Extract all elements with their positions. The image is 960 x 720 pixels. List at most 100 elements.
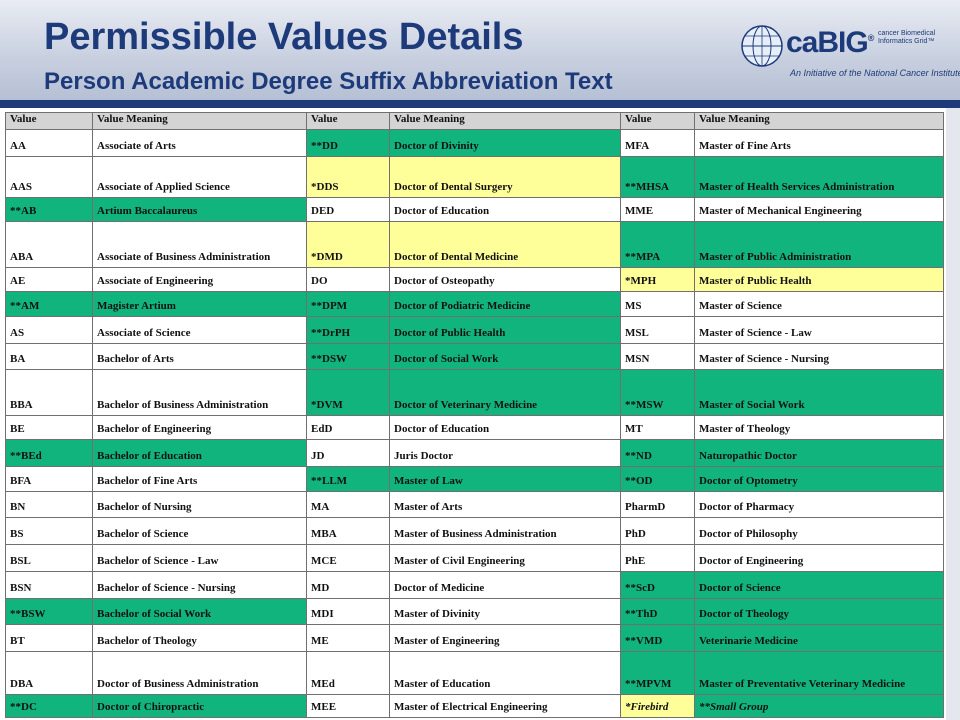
value-cell: MSN	[620, 342, 695, 371]
value-meaning-cell: Doctor of Pharmacy	[694, 490, 944, 519]
value-meaning-cell: Master of Electrical Engineering	[389, 694, 621, 718]
value-meaning-cell: Magister Artium	[92, 291, 307, 318]
value-cell: **BSW	[5, 597, 93, 626]
value-cell: AE	[5, 266, 93, 293]
table-row: ABA Associate of Business Administration *…	[5, 221, 944, 268]
table-row: AE Associate of Engineering DO Doctor of Os…	[5, 266, 944, 293]
value-meaning-cell: Doctor of Podiatric Medicine	[389, 291, 621, 318]
value-meaning-cell: Bachelor of Social Work	[92, 597, 307, 626]
value-meaning-cell: Master of Education	[389, 651, 621, 696]
value-cell: EdD	[306, 414, 390, 441]
value-meaning-cell: Bachelor of Science - Law	[92, 544, 307, 572]
value-meaning-cell: Doctor of Theology	[694, 597, 944, 626]
header-banner: Permissible Values Details Person Academ…	[0, 0, 960, 108]
value-cell: MEE	[306, 694, 390, 718]
globe-icon	[741, 25, 783, 67]
value-cell: *DVM	[306, 369, 390, 416]
value-meaning-cell: Master of Theology	[694, 414, 944, 441]
value-cell: **DrPH	[306, 316, 390, 344]
value-cell: **MPVM	[620, 651, 695, 696]
value-meaning-cell: Associate of Applied Science	[92, 155, 307, 198]
value-cell: MCE	[306, 544, 390, 572]
value-cell: **MHSA	[620, 155, 695, 198]
header-bottom-band	[0, 100, 960, 108]
value-cell: **ND	[620, 439, 695, 468]
value-meaning-cell: Doctor of Divinity	[389, 129, 621, 157]
value-cell: **VMD	[620, 624, 695, 653]
permissible-values-table: Value Value Meaning Value Value Meaning …	[5, 112, 944, 718]
value-meaning-cell: Master of Fine Arts	[694, 129, 944, 157]
value-meaning-cell: Master of Mechanical Engineering	[694, 196, 944, 223]
value-cell: BFA	[5, 466, 93, 492]
page-title: Permissible Values Details	[44, 16, 524, 58]
table-row: BSL Bachelor of Science - Law MCE Master of…	[5, 544, 944, 572]
value-cell: MBA	[306, 517, 390, 546]
value-meaning-cell: Doctor of Dental Surgery	[389, 155, 621, 198]
value-cell: *DMD	[306, 221, 390, 268]
cabig-logo: caBIG® cancer Biomedical Informatics Gri…	[740, 22, 960, 84]
value-meaning-cell: Doctor of Engineering	[694, 544, 944, 572]
value-meaning-cell: Associate of Arts	[92, 129, 307, 157]
value-cell: MFA	[620, 129, 695, 157]
table-row: AS Associate of Science **DrPH Doctor of Pu…	[5, 316, 944, 344]
value-cell: **DD	[306, 129, 390, 157]
value-cell: BSN	[5, 570, 93, 599]
value-meaning-cell: Master of Public Health	[694, 266, 944, 293]
value-meaning-cell: Master of Science - Nursing	[694, 342, 944, 371]
col-header-value: Value	[5, 112, 93, 130]
value-cell: **AB	[5, 196, 93, 223]
value-meaning-cell: Doctor of Education	[389, 414, 621, 441]
value-meaning-cell: Veterinarie Medicine	[694, 624, 944, 653]
value-cell: PhE	[620, 544, 695, 572]
col-header-value-meaning: Value Meaning	[92, 112, 307, 130]
value-meaning-cell: Associate of Business Administration	[92, 221, 307, 268]
value-cell: ABA	[5, 221, 93, 268]
value-cell: MD	[306, 570, 390, 599]
value-meaning-cell: Artium Baccalaureus	[92, 196, 307, 223]
value-cell: MEd	[306, 651, 390, 696]
col-header-value: Value	[620, 112, 695, 130]
right-edge-band	[946, 108, 960, 720]
value-meaning-cell: Associate of Engineering	[92, 266, 307, 293]
logo-initiative: An Initiative of the National Cancer Ins…	[790, 68, 960, 78]
value-cell: **MPA	[620, 221, 695, 268]
value-meaning-cell: Doctor of Public Health	[389, 316, 621, 344]
value-meaning-cell: Doctor of Chiropractic	[92, 694, 307, 718]
value-meaning-cell: Master of Social Work	[694, 369, 944, 416]
logo-tagline: cancer Biomedical Informatics Grid™	[878, 30, 936, 45]
table-row: **AM Magister Artium **DPM Doctor of Podiat…	[5, 291, 944, 318]
value-cell: **DC	[5, 694, 93, 718]
value-meaning-cell: Bachelor of Engineering	[92, 414, 307, 441]
value-cell: ME	[306, 624, 390, 653]
value-meaning-cell: Master of Preventative Veterinary Medici…	[694, 651, 944, 696]
table-row: BN Bachelor of Nursing MA Master of Arts Pha…	[5, 490, 944, 519]
table-row: **BEd Bachelor of Education JD Juris Doctor…	[5, 439, 944, 468]
table-row: **DC Doctor of Chiropractic MEE Master of E…	[5, 694, 944, 718]
value-meaning-cell: Doctor of Philosophy	[694, 517, 944, 546]
value-meaning-cell: Doctor of Veterinary Medicine	[389, 369, 621, 416]
value-cell: DO	[306, 266, 390, 293]
value-meaning-cell: Bachelor of Fine Arts	[92, 466, 307, 492]
value-meaning-cell: Doctor of Social Work	[389, 342, 621, 371]
value-meaning-cell: Doctor of Optometry	[694, 466, 944, 492]
value-meaning-cell: Master of Public Administration	[694, 221, 944, 268]
table-row: BFA Bachelor of Fine Arts **LLM Master of L…	[5, 466, 944, 492]
value-cell: MSL	[620, 316, 695, 344]
table-row: AAS Associate of Applied Science *DDS Docto…	[5, 155, 944, 198]
value-meaning-cell: Bachelor of Arts	[92, 342, 307, 371]
value-meaning-cell: Master of Law	[389, 466, 621, 492]
table-row: **AB Artium Baccalaureus DED Doctor of Educ…	[5, 196, 944, 223]
value-cell: MME	[620, 196, 695, 223]
value-meaning-cell: Juris Doctor	[389, 439, 621, 468]
value-meaning-cell: Doctor of Business Administration	[92, 651, 307, 696]
value-cell: BSL	[5, 544, 93, 572]
table-row: BBA Bachelor of Business Administration *D…	[5, 369, 944, 416]
col-header-value-meaning: Value Meaning	[389, 112, 621, 130]
value-meaning-cell: Bachelor of Business Administration	[92, 369, 307, 416]
value-cell: JD	[306, 439, 390, 468]
value-meaning-cell: Master of Engineering	[389, 624, 621, 653]
page-subtitle: Person Academic Degree Suffix Abbreviati…	[44, 68, 613, 95]
table-row: BT Bachelor of Theology ME Master of Engine…	[5, 624, 944, 653]
value-cell: AS	[5, 316, 93, 344]
logo-wordmark: caBIG®	[786, 26, 874, 59]
